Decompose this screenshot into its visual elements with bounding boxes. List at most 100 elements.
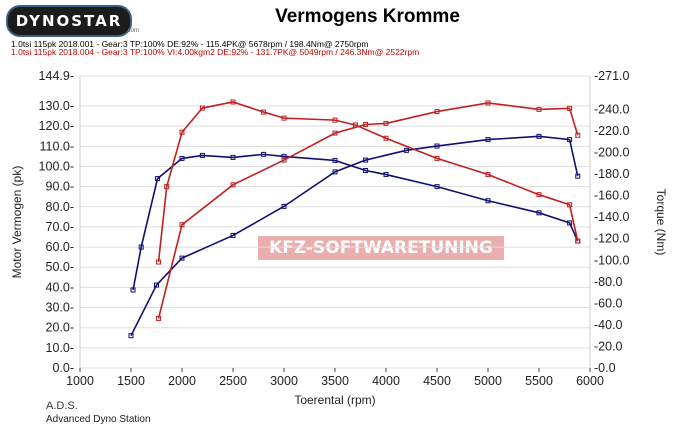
logo-subtext: .com xyxy=(126,28,140,34)
data-point xyxy=(179,255,185,261)
x-tick-label: 5500 xyxy=(525,374,553,388)
data-point xyxy=(261,151,267,157)
y2-tick-label: -40.0 xyxy=(594,318,623,332)
y2-tick-label: -180.0 xyxy=(594,167,629,181)
data-point xyxy=(485,172,491,178)
data-point xyxy=(332,157,338,163)
footer-subtitle: Advanced Dyno Station xyxy=(46,414,151,425)
data-point xyxy=(434,155,440,161)
data-point xyxy=(230,154,236,160)
data-point xyxy=(155,176,161,182)
y2-tick-label: -220.0 xyxy=(594,124,629,138)
run-legend-1: 1.0tsi 115pk 2018.001 - Gear:3 TP:100% D… xyxy=(11,39,369,49)
x-tick-label: 2000 xyxy=(168,374,196,388)
chart-title: Vermogens Kromme xyxy=(275,6,460,27)
data-point xyxy=(434,143,440,149)
data-point xyxy=(179,155,185,161)
data-point xyxy=(567,105,573,111)
y2-tick-label: -100.0 xyxy=(594,253,629,267)
x-tick-label: 3500 xyxy=(321,374,349,388)
x-tick-label: 4000 xyxy=(372,374,400,388)
y-tick-label: 70.0- xyxy=(46,220,75,234)
data-point xyxy=(281,157,287,163)
y-tick-label: 50.0- xyxy=(46,260,75,274)
x-tick-label: 4500 xyxy=(423,374,451,388)
x-tick-label: 3000 xyxy=(270,374,298,388)
y2-tick-label: -60.0 xyxy=(594,296,623,310)
data-point xyxy=(536,106,542,112)
y2-tick-label: -120.0 xyxy=(594,232,629,246)
data-point xyxy=(332,169,338,175)
data-point xyxy=(383,120,389,126)
x-tick-label: 6000 xyxy=(576,374,604,388)
y-tick-label: 60.0- xyxy=(46,240,75,254)
data-point xyxy=(281,115,287,121)
data-point xyxy=(434,184,440,190)
data-point xyxy=(138,244,144,250)
data-point xyxy=(536,133,542,139)
data-point xyxy=(230,232,236,238)
data-point xyxy=(383,172,389,178)
data-point xyxy=(261,109,267,115)
data-point xyxy=(128,333,134,339)
y-axis-label: Motor Vermogen (pk) xyxy=(10,166,24,279)
x-axis-label: Toerental (rpm) xyxy=(294,393,375,407)
data-point xyxy=(363,157,369,163)
series-line-1 xyxy=(132,153,579,291)
data-point xyxy=(383,135,389,141)
data-point xyxy=(363,121,369,127)
y-tick-label: 30.0- xyxy=(46,301,75,315)
y-tick-label: 130.0- xyxy=(39,99,74,113)
y2-tick-label: -200.0 xyxy=(594,146,629,160)
data-point xyxy=(332,117,338,123)
x-tick-label: 2500 xyxy=(219,374,247,388)
y2-tick-label: -271.0 xyxy=(594,69,629,83)
y2-tick-label: -20.0 xyxy=(594,339,623,353)
y2-tick-label: -80.0 xyxy=(594,275,623,289)
watermark: KFZ-SOFTWARETUNING xyxy=(258,236,504,260)
data-point xyxy=(485,137,491,143)
y2-tick-label: -240.0 xyxy=(594,102,629,116)
y-tick-label: 40.0- xyxy=(46,280,75,294)
data-point xyxy=(154,282,159,288)
y-tick-label: 0.0- xyxy=(52,361,74,375)
footer-brand: A.D.S. xyxy=(46,400,78,412)
data-point xyxy=(567,137,573,143)
run-legend-2: 1.0tsi 115pk 2018.004 - Gear:3 TP:100% V… xyxy=(11,47,420,57)
data-point xyxy=(156,259,162,265)
data-point xyxy=(130,287,136,293)
y-tick-label: 20.0- xyxy=(46,321,75,335)
data-point xyxy=(164,184,170,190)
y-tick-label: 10.0- xyxy=(46,341,75,355)
data-point xyxy=(199,152,205,158)
data-point xyxy=(179,222,185,228)
data-point xyxy=(199,105,205,111)
y-tick-label: 90.0- xyxy=(46,180,75,194)
y-tick-label: 110.0- xyxy=(39,139,74,153)
y-tick-label: 120.0- xyxy=(39,119,74,133)
data-point xyxy=(575,238,581,244)
y-tick-label: 144.9- xyxy=(39,69,74,83)
data-point xyxy=(434,109,440,115)
data-point xyxy=(363,168,369,174)
dynostar-logo: DYNOSTAR xyxy=(6,5,132,37)
data-point xyxy=(403,147,409,153)
data-point xyxy=(485,198,491,204)
series-line-3 xyxy=(157,101,579,263)
y2-tick-label: -0.0 xyxy=(594,361,616,375)
y-tick-label: 80.0- xyxy=(46,200,75,214)
data-point xyxy=(230,182,236,188)
x-tick-label: 5000 xyxy=(474,374,502,388)
data-point xyxy=(567,202,573,208)
data-point xyxy=(575,173,581,179)
y-tick-label: 100.0- xyxy=(39,159,74,173)
y2-axis-label: Torque (Nm) xyxy=(654,189,668,256)
data-point xyxy=(281,203,287,209)
data-point xyxy=(179,129,185,135)
data-point xyxy=(156,315,162,321)
data-point xyxy=(567,220,573,226)
y2-tick-label: -140.0 xyxy=(594,210,629,224)
data-point xyxy=(332,130,338,136)
data-point xyxy=(575,132,581,138)
